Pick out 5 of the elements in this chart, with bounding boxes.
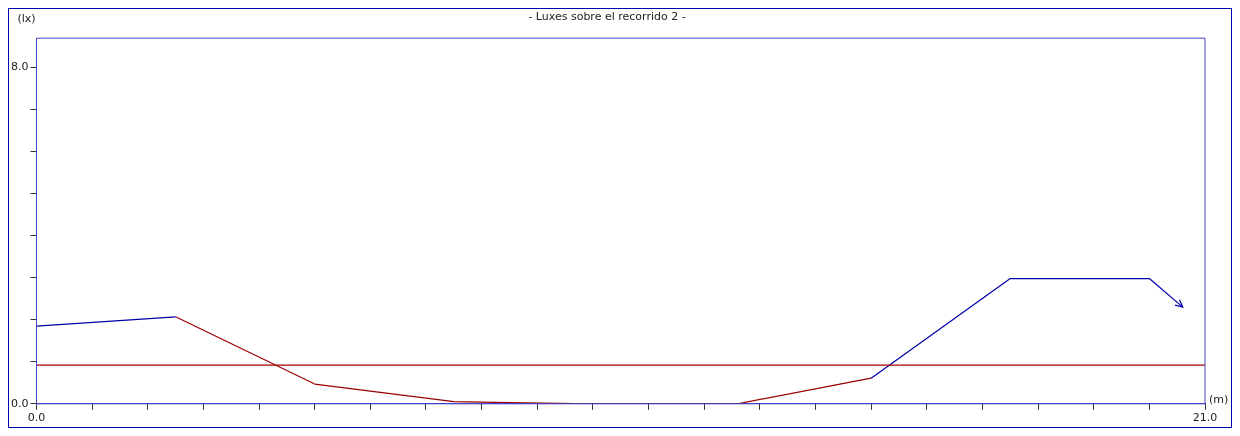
x-tick-label: 21.0 xyxy=(1192,411,1218,425)
y-axis-title: (lx) xyxy=(17,11,36,25)
x-axis-title: (m) xyxy=(1209,392,1229,406)
chart-title: - Luxes sobre el recorrido 2 - xyxy=(528,10,686,24)
y-tick-label: 8.0 xyxy=(10,60,29,74)
